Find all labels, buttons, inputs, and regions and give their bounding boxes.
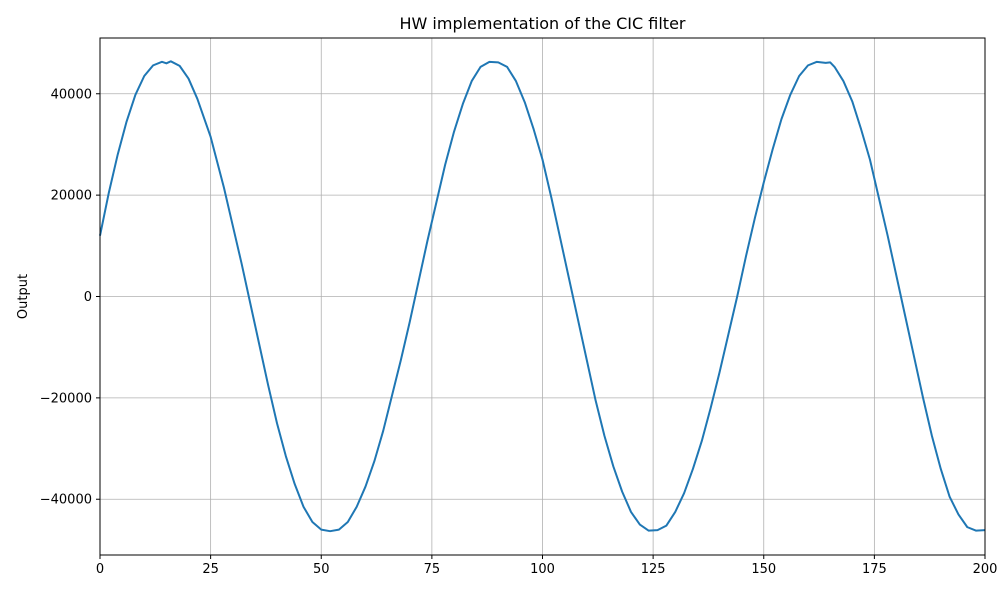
y-tick-label: −20000: [40, 391, 92, 406]
x-tick-label: 200: [973, 562, 998, 577]
y-tick-label: −40000: [40, 493, 92, 508]
y-tick-label: 40000: [51, 87, 92, 102]
chart-title: HW implementation of the CIC filter: [399, 14, 685, 33]
x-tick-label: 75: [424, 562, 441, 577]
x-tick-label: 25: [202, 562, 219, 577]
x-tick-label: 175: [862, 562, 887, 577]
x-tick-label: 125: [641, 562, 666, 577]
y-tick-label: 20000: [51, 189, 92, 204]
grid-lines: [99, 38, 986, 555]
x-tick-label: 100: [530, 562, 555, 577]
y-axis: −40000 −20000 0 20000 40000: [40, 87, 100, 508]
series-line: [99, 60, 986, 533]
x-tick-label: 150: [751, 562, 776, 577]
y-tick-label: 0: [84, 290, 92, 305]
y-axis-label: Output: [16, 274, 31, 319]
x-axis: 0 25 50 75 100 125 150 175 200: [96, 555, 998, 577]
x-tick-label: 50: [313, 562, 330, 577]
x-tick-label: 0: [96, 562, 104, 577]
